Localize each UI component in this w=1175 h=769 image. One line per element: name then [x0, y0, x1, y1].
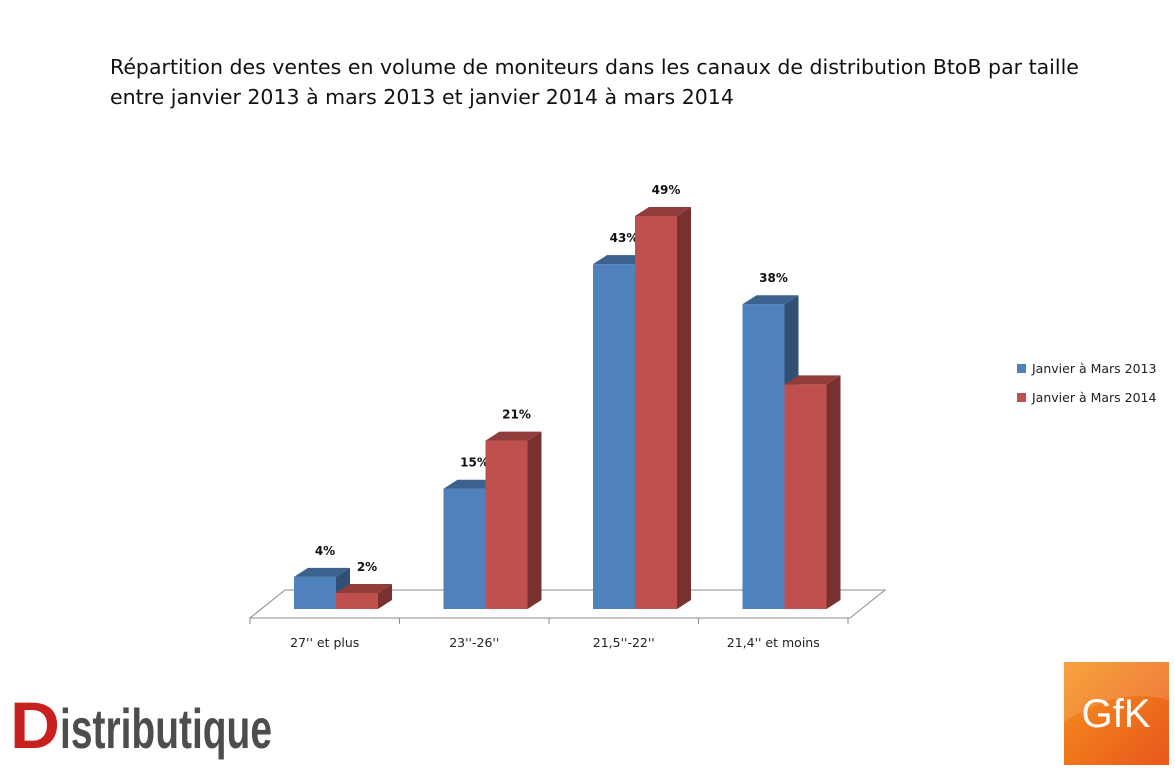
chart-title-line-2: entre janvier 2013 à mars 2013 et janvie… [110, 85, 734, 109]
legend-label-2013: Janvier à Mars 2013 [1032, 361, 1157, 376]
x-tick-label: 21,4'' et moins [727, 635, 820, 650]
legend-swatch-2014 [1017, 393, 1026, 402]
bar-2013 [294, 576, 336, 609]
bar-2013 [443, 488, 486, 609]
chart-legend: Janvier à Mars 2013 Janvier à Mars 2014 [1017, 360, 1156, 418]
data-label: 43% [610, 231, 639, 245]
chart-title-line-1: Répartition des ventes en volume de moni… [110, 55, 1079, 79]
x-tick-label: 23''-26'' [449, 635, 499, 650]
bar-2013 [742, 304, 785, 609]
data-label: 49% [652, 183, 681, 197]
bar-2014 [635, 216, 677, 609]
gfk-logo: GfK [1064, 662, 1169, 765]
bar-top-2013 [294, 567, 350, 577]
data-label: 21% [502, 408, 531, 422]
bar-side-2014 [826, 375, 841, 609]
svg-text:GfK: GfK [1082, 692, 1151, 736]
x-tick-label: 21,5''-22'' [593, 635, 655, 650]
legend-item-2013: Janvier à Mars 2013 [1017, 360, 1156, 377]
data-label: 15% [460, 456, 489, 470]
bar-top-2014 [336, 583, 392, 593]
legend-label-2014: Janvier à Mars 2014 [1032, 390, 1157, 405]
bar-side-2014 [378, 583, 392, 609]
bar-top-2014 [635, 207, 691, 216]
chart-floor [248, 589, 887, 619]
bar-2014 [784, 384, 827, 609]
svg-text:istributique: istributique [60, 697, 272, 760]
bar-side-2014 [527, 431, 542, 609]
data-label: 2% [357, 560, 377, 574]
legend-swatch-2013 [1017, 364, 1026, 373]
data-label: 38% [759, 271, 788, 285]
distributique-logo: D istributique [10, 688, 272, 762]
bar-top-2013 [742, 295, 799, 305]
bar-top-2014 [485, 431, 542, 441]
chart-title: Répartition des ventes en volume de moni… [110, 52, 1120, 112]
bar-top-2014 [784, 375, 841, 385]
bar-2014 [485, 440, 528, 609]
legend-item-2014: Janvier à Mars 2014 [1017, 389, 1156, 406]
bar-2014 [336, 592, 378, 609]
bar-side-2014 [677, 207, 691, 609]
data-label: 4% [315, 544, 335, 558]
x-tick-label: 27'' et plus [290, 635, 359, 650]
svg-text:D: D [10, 688, 60, 762]
bar-2013 [593, 264, 635, 609]
